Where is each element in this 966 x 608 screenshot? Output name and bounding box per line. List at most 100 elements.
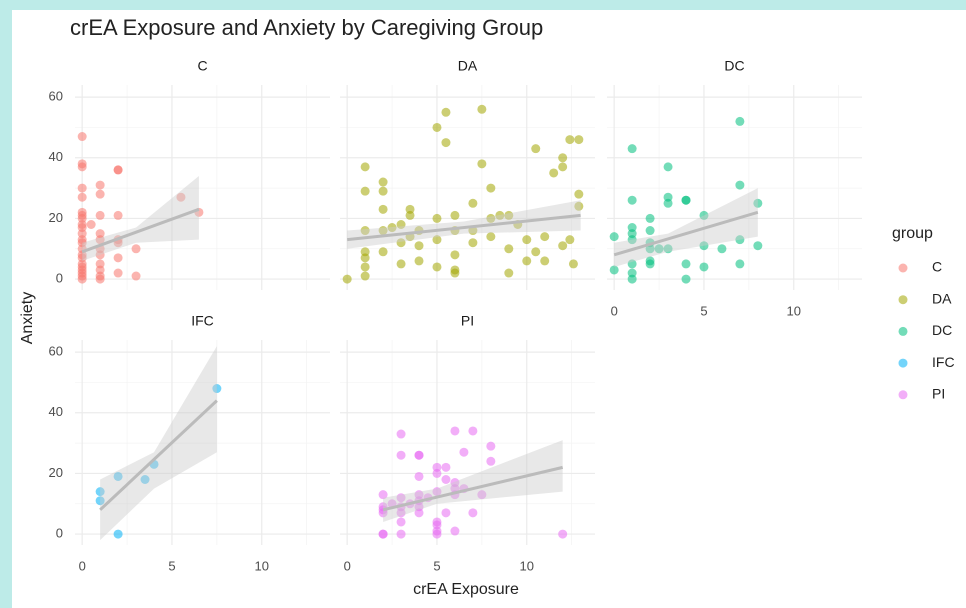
point: [558, 153, 568, 163]
trend-line: [382, 465, 564, 512]
point: [95, 274, 105, 284]
point: [627, 235, 637, 245]
point: [477, 490, 487, 500]
point: [360, 226, 370, 236]
point: [77, 183, 87, 193]
point: [441, 138, 451, 148]
point: [627, 274, 637, 284]
x-tick-label: 5: [168, 558, 175, 573]
point: [86, 219, 96, 229]
point: [77, 192, 87, 202]
point: [609, 232, 619, 242]
legend-label: DA: [932, 290, 952, 306]
point: [396, 493, 406, 503]
point: [95, 235, 105, 245]
point: [468, 426, 478, 436]
legend-key: [898, 390, 908, 400]
legend-key: [898, 326, 908, 336]
point: [113, 210, 123, 220]
point: [432, 468, 442, 478]
point: [504, 244, 514, 254]
point: [414, 256, 424, 266]
point: [477, 104, 487, 114]
point: [574, 189, 584, 199]
point: [414, 471, 424, 481]
point: [405, 210, 415, 220]
point: [574, 135, 584, 145]
point: [414, 508, 424, 518]
strip-label: IFC: [191, 313, 214, 329]
point: [609, 265, 619, 275]
point: [735, 180, 745, 190]
point: [486, 456, 496, 466]
confidence-band: [100, 346, 217, 541]
point: [77, 132, 87, 142]
strip-label: DC: [724, 58, 744, 74]
point: [558, 241, 568, 251]
point: [360, 162, 370, 172]
point: [753, 198, 763, 208]
y-axis-title: Anxiety: [19, 292, 36, 344]
point: [396, 508, 406, 518]
point: [140, 474, 150, 484]
point: [450, 526, 460, 536]
point: [95, 180, 105, 190]
point: [131, 271, 141, 281]
point: [396, 529, 406, 539]
point: [113, 471, 123, 481]
point: [531, 247, 541, 257]
chart-title: crEA Exposure and Anxiety by Caregiving …: [70, 15, 543, 40]
point: [432, 235, 442, 245]
point: [450, 210, 460, 220]
point: [77, 274, 87, 284]
point: [486, 232, 496, 242]
point: [654, 244, 664, 254]
point: [432, 529, 442, 539]
point: [131, 244, 141, 254]
point: [387, 223, 397, 233]
point: [645, 244, 655, 254]
point: [77, 162, 87, 172]
point: [378, 204, 388, 214]
point: [565, 135, 575, 145]
point: [540, 232, 550, 242]
point: [663, 162, 673, 172]
x-tick-label: 0: [79, 558, 86, 573]
trend-line: [81, 207, 200, 254]
legend-label: PI: [932, 386, 945, 402]
point: [522, 256, 532, 266]
plot-background: [12, 10, 966, 608]
point: [360, 262, 370, 272]
point: [396, 450, 406, 460]
trend-line: [613, 210, 759, 257]
point: [735, 235, 745, 245]
x-tick-label: 0: [611, 303, 618, 318]
point: [699, 210, 709, 220]
point: [699, 241, 709, 251]
y-tick-label: 60: [49, 89, 63, 104]
x-tick-label: 10: [520, 558, 534, 573]
point: [627, 259, 637, 269]
point: [459, 447, 469, 457]
y-tick-label: 40: [49, 149, 63, 164]
point: [450, 250, 460, 260]
point: [95, 496, 105, 506]
x-tick-label: 0: [344, 558, 351, 573]
point: [396, 429, 406, 439]
point: [441, 474, 451, 484]
x-tick-label: 5: [700, 303, 707, 318]
point: [468, 198, 478, 208]
x-tick-label: 10: [787, 303, 801, 318]
point: [432, 122, 442, 132]
point: [360, 186, 370, 196]
point: [360, 253, 370, 263]
point: [342, 274, 352, 284]
legend-label: IFC: [932, 354, 955, 370]
point: [212, 384, 222, 394]
confidence-band: [347, 200, 581, 249]
point: [717, 244, 727, 254]
trend-line: [99, 399, 218, 511]
y-tick-label: 60: [49, 344, 63, 359]
y-tick-label: 20: [49, 465, 63, 480]
